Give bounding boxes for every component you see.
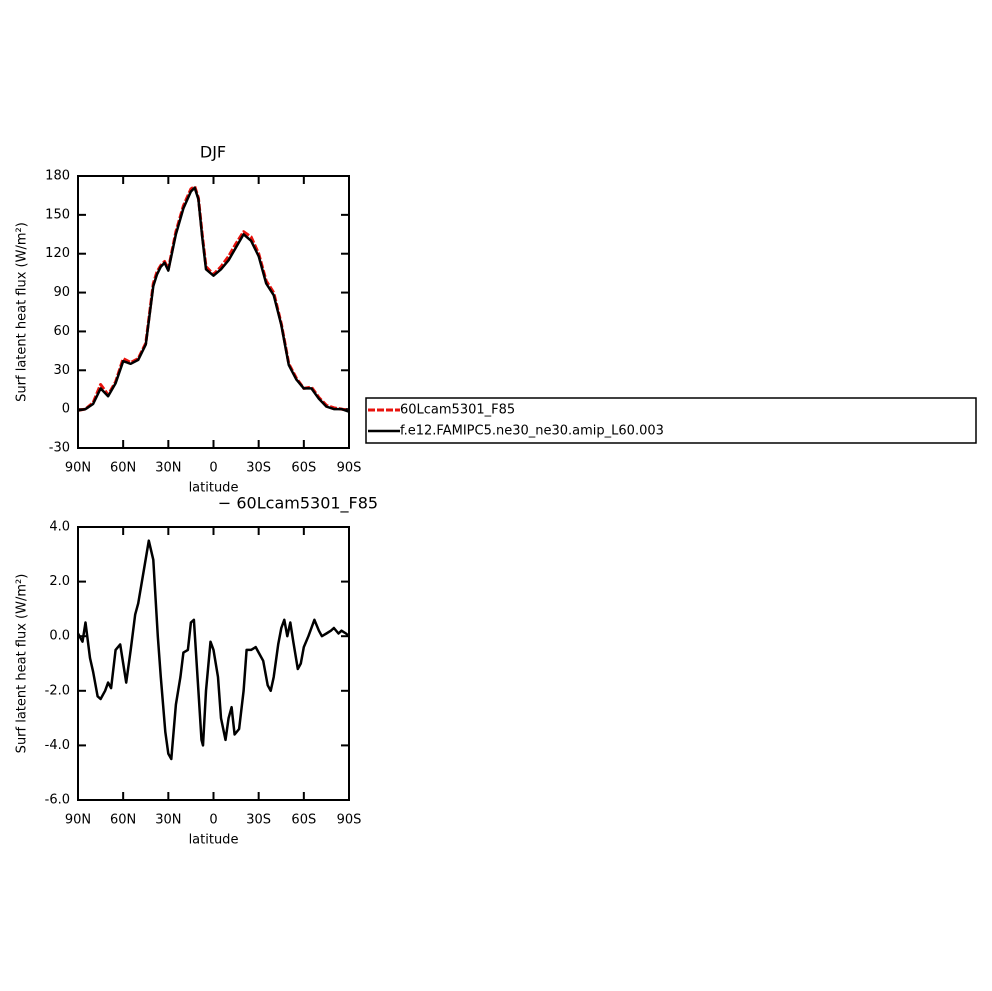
y-axis-label: Surf latent heat flux (W/m²) [15,574,30,754]
y-tick-label: -4.0 [45,738,70,753]
chart-title: DJF [200,143,226,162]
y-tick-label: 150 [45,207,70,222]
x-tick-label: 90N [65,813,91,828]
x-tick-label: 30N [155,813,181,828]
legend-box [365,397,977,444]
x-tick-label: 30N [155,461,181,476]
x-tick-label: 60S [291,813,316,828]
legend-label: 60Lcam5301_F85 [400,403,515,418]
x-tick-label: 30S [246,461,271,476]
y-tick-label: 2.0 [49,574,70,589]
y-tick-label: 4.0 [49,520,70,535]
x-tick-label: 60N [110,813,136,828]
plot-frame [77,175,350,449]
y-tick-label: 60 [53,324,70,339]
y-tick-label: 0.0 [49,629,70,644]
x-tick-label: 60N [110,461,136,476]
plot-frame [77,526,350,801]
x-tick-label: 30S [246,813,271,828]
y-tick-label: 90 [53,285,70,300]
y-tick-label: -2.0 [45,683,70,698]
data-line [77,186,350,413]
data-line [76,539,350,761]
legend-label: f.e12.FAMIPC5.ne30_ne30.amip_L60.003 [400,424,664,439]
y-tick-label: 30 [53,363,70,378]
x-tick-label: 60S [291,461,316,476]
x-tick-label: 90S [337,813,362,828]
y-tick-label: -6.0 [45,793,70,808]
y-axis-label: Surf latent heat flux (W/m²) [15,222,30,402]
x-tick-label: 0 [209,461,217,476]
x-axis-label: latitude [189,833,239,848]
x-tick-label: 90S [337,461,362,476]
x-tick-label: 0 [209,813,217,828]
x-axis-label: latitude [189,481,239,496]
y-tick-label: 0 [62,402,70,417]
y-tick-label: 120 [45,246,70,261]
y-tick-label: 180 [45,169,70,184]
chart-title: − 60Lcam5301_F85 [218,494,378,514]
y-tick-label: -30 [49,441,70,456]
x-tick-label: 90N [65,461,91,476]
